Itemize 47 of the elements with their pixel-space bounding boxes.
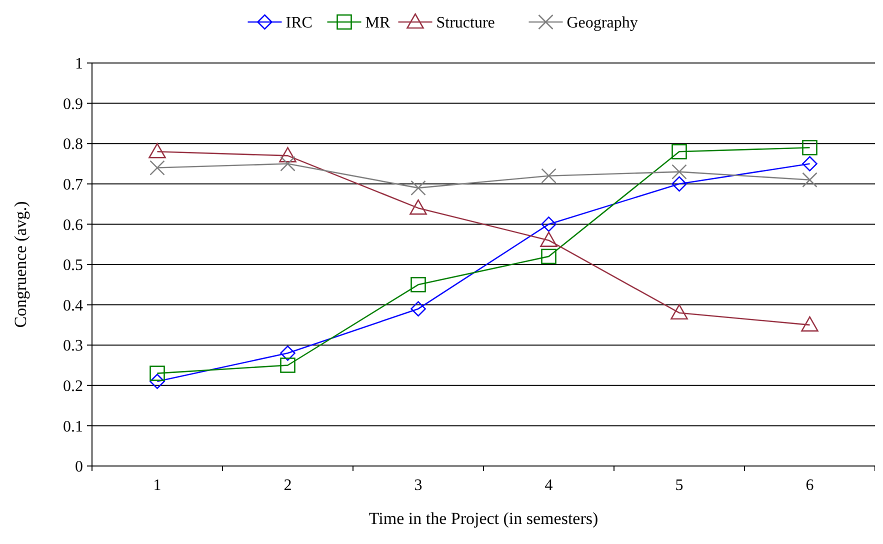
y-tick-label: 0.4 xyxy=(63,297,83,314)
point xyxy=(802,156,818,172)
point xyxy=(280,156,296,172)
point xyxy=(802,172,818,188)
legend-label: IRC xyxy=(286,14,312,32)
point xyxy=(280,346,296,361)
point xyxy=(150,366,165,381)
point xyxy=(150,374,165,390)
x-tick-label: 6 xyxy=(806,477,814,494)
y-tick-label: 0.7 xyxy=(63,176,83,194)
point xyxy=(541,168,556,184)
point xyxy=(410,277,426,292)
point xyxy=(802,140,818,156)
point xyxy=(410,180,426,196)
y-tick-label: 0.9 xyxy=(63,96,83,113)
point xyxy=(280,358,296,373)
x-tick-label: 3 xyxy=(414,477,422,494)
point xyxy=(540,232,558,247)
point xyxy=(672,164,687,180)
point xyxy=(672,176,687,192)
x-tick-label: 4 xyxy=(544,477,553,494)
x-tick-label: 5 xyxy=(675,477,684,494)
point xyxy=(541,216,556,232)
y-tick-label: 0.5 xyxy=(63,257,83,274)
point xyxy=(801,316,818,332)
point xyxy=(150,160,165,176)
y-tick-label: 0.1 xyxy=(63,418,83,436)
point xyxy=(410,199,427,215)
legend-label: Structure xyxy=(436,14,495,32)
point xyxy=(672,144,687,160)
y-tick-label: 0.6 xyxy=(63,216,83,234)
y-tick-label: 0.8 xyxy=(63,136,83,154)
point xyxy=(541,248,556,264)
legend-label: MR xyxy=(365,14,390,32)
y-tick-label: 0 xyxy=(75,458,83,476)
point xyxy=(279,147,296,162)
x-tick-label: 2 xyxy=(284,477,292,494)
y-tick-label: 0.2 xyxy=(63,378,83,395)
y-tick-label: 0.3 xyxy=(63,338,83,355)
y-tick-label: 1 xyxy=(75,56,83,73)
x-tick-label: 1 xyxy=(153,477,162,494)
point xyxy=(670,304,688,320)
point xyxy=(410,301,426,316)
y-axis-title: Congruence (avg.) xyxy=(11,201,30,328)
point xyxy=(148,143,166,158)
x-axis-title: Time in the Project (in semesters) xyxy=(368,509,598,528)
legend-label: Geography xyxy=(566,14,638,32)
